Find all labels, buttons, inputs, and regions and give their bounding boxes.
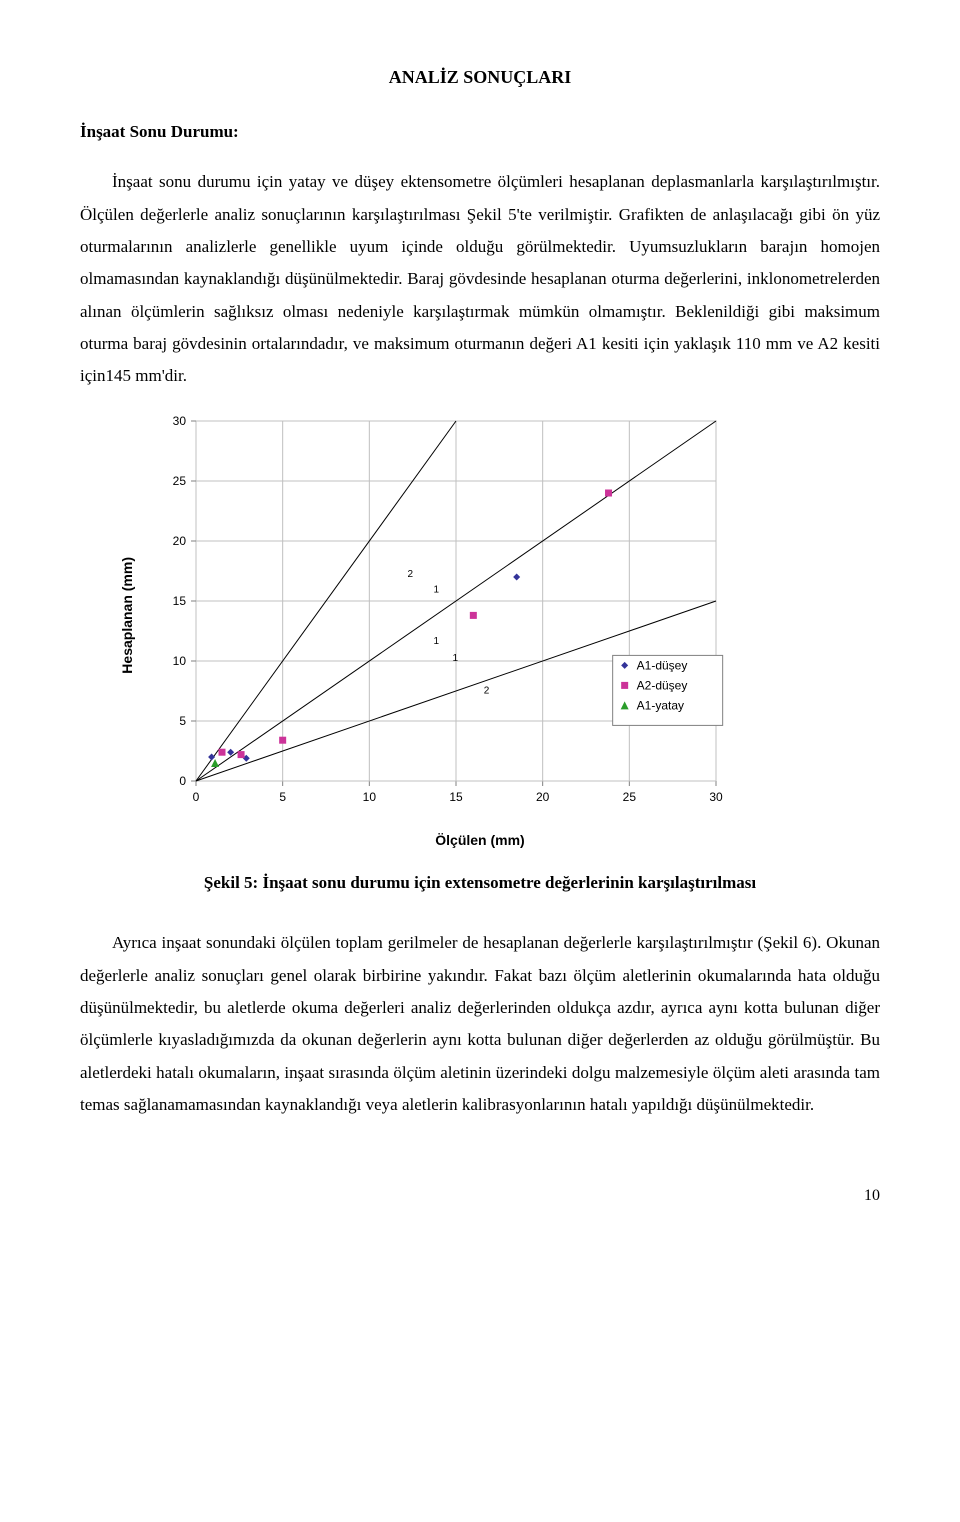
paragraph-1: İnşaat sonu durumu için yatay ve düşey e… xyxy=(80,166,880,392)
svg-text:30: 30 xyxy=(173,414,187,428)
svg-text:15: 15 xyxy=(173,594,187,608)
svg-text:1: 1 xyxy=(434,636,440,647)
figure-5: Hesaplanan (mm) 0 5 10 15 20 25 30 0 5 10 15 20 25 30… xyxy=(80,411,880,854)
page-title: ANALİZ SONUÇLARI xyxy=(80,60,880,94)
figure-5-caption: Şekil 5: İnşaat sonu durumu için extenso… xyxy=(80,867,880,899)
svg-text:A1-düşey: A1-düşey xyxy=(637,658,688,672)
svg-text:2: 2 xyxy=(408,569,414,580)
svg-text:A2-düşey: A2-düşey xyxy=(637,678,688,692)
svg-text:20: 20 xyxy=(173,534,187,548)
chart-ylabel: Hesaplanan (mm) xyxy=(114,557,141,674)
chart-svg: 0 5 10 15 20 25 30 0 5 10 15 20 25 30 1 1 1 2 2 A1-düşey A2-… xyxy=(146,411,846,821)
svg-text:A1-yatay: A1-yatay xyxy=(637,698,684,712)
svg-text:0: 0 xyxy=(193,790,200,804)
svg-text:25: 25 xyxy=(173,474,187,488)
svg-text:30: 30 xyxy=(710,790,724,804)
svg-text:5: 5 xyxy=(180,714,187,728)
svg-text:0: 0 xyxy=(180,774,187,788)
svg-text:1: 1 xyxy=(434,584,440,595)
svg-text:1: 1 xyxy=(453,653,459,664)
svg-text:20: 20 xyxy=(536,790,550,804)
svg-text:5: 5 xyxy=(280,790,287,804)
svg-text:25: 25 xyxy=(623,790,637,804)
page-number: 10 xyxy=(80,1181,880,1211)
svg-text:15: 15 xyxy=(450,790,464,804)
section-heading: İnşaat Sonu Durumu: xyxy=(80,116,880,148)
svg-text:10: 10 xyxy=(363,790,377,804)
chart-xlabel: Ölçülen (mm) xyxy=(435,827,524,854)
svg-text:10: 10 xyxy=(173,654,187,668)
svg-text:2: 2 xyxy=(484,685,490,696)
paragraph-2: Ayrıca inşaat sonundaki ölçülen toplam g… xyxy=(80,927,880,1121)
